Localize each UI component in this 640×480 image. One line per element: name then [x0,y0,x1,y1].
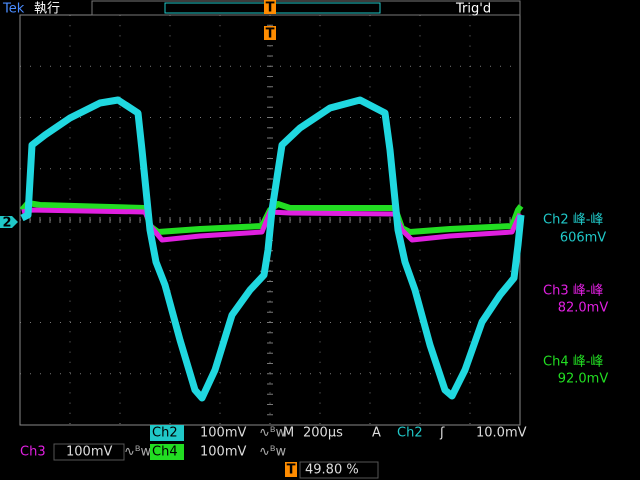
measurement-value: 606mV [560,231,606,246]
measurement-value: 82.0mV [558,301,609,316]
ch2-waveform [20,96,525,402]
ch2-name: Ch2 [152,426,178,441]
position-box [299,461,379,479]
trigger-marker-box [264,26,276,40]
measurement-label: Ch3 峰-峰 [543,284,603,299]
trigger-position-marker: T [266,1,275,16]
trigger-position-box [264,0,276,14]
record-bar [91,0,521,16]
measurement-value: 92.0mV [558,372,609,387]
ch4-scale: 100mV [200,445,246,460]
timebase-value: 200µs [303,426,343,441]
ch2-ground-marker [0,216,18,228]
position-marker-box [285,462,297,477]
position-marker: T [287,463,296,478]
ch4-box [150,444,184,460]
ch3-scale: 100mV [66,445,112,460]
timebase-label: M [283,426,294,441]
bw-icon: ∿ᴮw [124,445,152,460]
ch3-name: Ch3 [20,445,46,460]
trigger-source: Ch2 [397,426,423,441]
ch2-marker-label: 2 [2,216,11,231]
trigger-state: Trig'd [455,2,491,17]
measurement-label: Ch2 峰-峰 [543,213,603,228]
measurement-label: Ch4 峰-峰 [543,355,603,370]
bw-icon: ∿ᴮw [259,426,287,441]
position-value: 49.80 % [305,463,359,478]
run-status: 執行 [34,1,60,17]
slope-icon: ʃ [439,426,445,441]
ch4-name: Ch4 [152,445,178,460]
brand: Tek [2,2,25,17]
bw-icon: ∿ᴮw [259,445,287,460]
ch2-box [150,425,184,441]
trigger-marker: T [266,27,275,42]
ch2-scale: 100mV [200,426,246,441]
trigger-level: 10.0mV [476,426,527,441]
ch3-scale-box [53,443,125,461]
trigger-mode: A [372,426,381,441]
